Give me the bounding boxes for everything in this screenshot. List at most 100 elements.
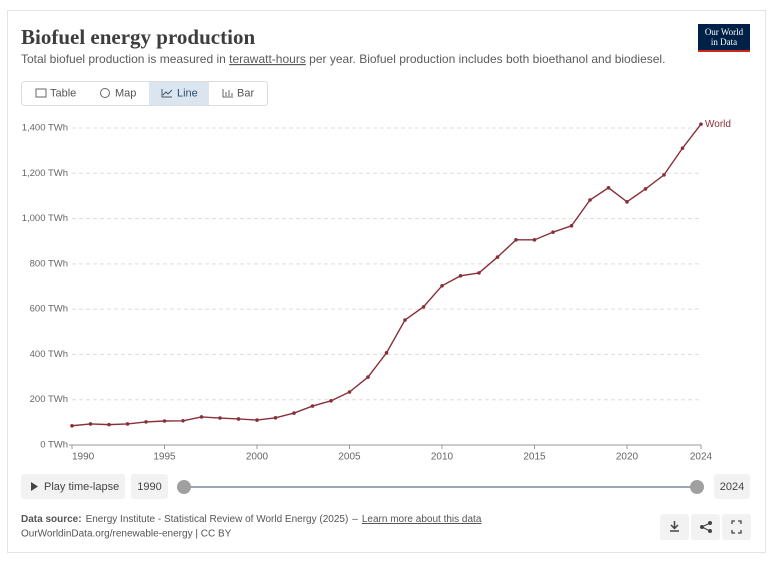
- data-point: [458, 274, 463, 278]
- data-point: [70, 423, 74, 428]
- x-tick-label: 1995: [153, 452, 176, 463]
- data-point: [588, 198, 592, 202]
- play-button[interactable]: Play time-lapse: [21, 474, 125, 499]
- data-point: [347, 390, 352, 394]
- data-point: [662, 173, 666, 177]
- share-dot: [708, 529, 712, 533]
- button-bg: [722, 514, 751, 540]
- source-label: Data source:: [21, 514, 82, 525]
- tabs: Table Map Line Bar: [21, 81, 268, 106]
- data-point: [310, 404, 315, 408]
- logo-box: [698, 24, 750, 52]
- y-tick-label: 200 TWh: [30, 394, 68, 405]
- fullscreen-icon: [731, 520, 742, 534]
- logo[interactable]: Our World in Data: [698, 24, 750, 52]
- share-button[interactable]: [691, 514, 720, 540]
- button-bg: [691, 514, 720, 540]
- source-line: Data source: Energy Institute - Statistic…: [21, 514, 482, 525]
- download-button[interactable]: [660, 514, 689, 540]
- x-tick-label: 2005: [338, 452, 361, 463]
- data-point: [255, 418, 259, 422]
- tab-label: Map: [115, 87, 136, 99]
- data-point: [199, 415, 204, 419]
- subtitle-link[interactable]: terawatt-hours: [229, 52, 306, 66]
- data-point: [440, 284, 444, 288]
- tab[interactable]: Line: [161, 87, 198, 99]
- data-point: [162, 419, 167, 423]
- plot: 0 TWh 200 TWh 400 TWh 600 TWh 800 TWh 1,000 T…: [22, 119, 731, 463]
- data-point: [514, 238, 518, 242]
- x-tick-label: 2015: [523, 452, 546, 463]
- y-tick-label: 1,000 TWh: [22, 213, 68, 224]
- play-label: Play time-lapse: [44, 481, 119, 493]
- data-point: [606, 185, 611, 190]
- map-icon: [100, 88, 110, 98]
- data-point: [292, 411, 296, 415]
- subtitle-text: Total biofuel production is measured in: [21, 52, 229, 66]
- subtitle-text: per year. Biofuel production includes bo…: [306, 52, 666, 66]
- tab[interactable]: Bar: [222, 87, 254, 99]
- share-dot: [700, 525, 704, 529]
- data-point: [625, 200, 629, 204]
- slider-handle[interactable]: [690, 480, 704, 494]
- data-point: [421, 305, 426, 309]
- data-point: [88, 422, 93, 426]
- slider-handle[interactable]: [177, 480, 191, 494]
- series-label: World: [705, 119, 731, 130]
- x-tick-label: 2024: [690, 452, 713, 463]
- download-icon: [670, 521, 679, 532]
- learn-more-link[interactable]: Learn more about this data: [362, 514, 482, 525]
- x-tick-label: 2000: [246, 452, 269, 463]
- data-point: [273, 416, 278, 420]
- end-year-box: [714, 474, 750, 499]
- x-tick-label: 1990: [72, 452, 95, 463]
- data-point: [366, 375, 370, 379]
- start-year-box: [131, 474, 168, 499]
- data-point: [403, 318, 407, 322]
- data-point: [125, 422, 130, 426]
- tab-active-bg: [149, 82, 209, 105]
- table-icon: [35, 88, 47, 98]
- x-tick-label: 2020: [616, 452, 639, 463]
- play-bg: [21, 474, 125, 499]
- logo-text: Our World: [705, 27, 744, 37]
- timeline: Play time-lapse 1990 2024: [21, 474, 750, 499]
- subtitle: Total biofuel production is measured in …: [21, 52, 665, 66]
- tab-label: Bar: [237, 87, 254, 99]
- data-point: [569, 224, 574, 228]
- y-tick-label: 1,200 TWh: [22, 168, 68, 179]
- tab[interactable]: Map: [100, 87, 137, 99]
- y-tick-label: 800 TWh: [30, 258, 68, 269]
- data-point: [218, 416, 222, 420]
- y-tick-label: 0 TWh: [40, 440, 68, 451]
- line-icon: [161, 89, 173, 98]
- tab[interactable]: Table: [35, 87, 76, 99]
- tab-label: Table: [50, 87, 76, 99]
- logo-underline: [698, 50, 750, 52]
- data-point: [107, 422, 111, 427]
- fullscreen-button[interactable]: [722, 514, 751, 540]
- data-point: [144, 420, 148, 424]
- x-tick-label: 2010: [431, 452, 454, 463]
- data-point: [384, 351, 389, 355]
- data-point: [551, 230, 555, 234]
- y-tick-label: 400 TWh: [30, 349, 68, 360]
- separator: –: [352, 514, 358, 525]
- data-point: [680, 146, 685, 150]
- data-point: [495, 255, 500, 259]
- data-point: [699, 122, 703, 126]
- tab-label: Line: [177, 87, 198, 99]
- bar-icon: [222, 89, 233, 98]
- start-year: 1990: [137, 481, 161, 493]
- data-point: [477, 271, 481, 275]
- data-point: [643, 187, 648, 191]
- data-point: [236, 417, 241, 421]
- chart-title: Biofuel energy production: [21, 25, 255, 49]
- y-tick-label: 1,400 TWh: [22, 123, 68, 134]
- data-point: [181, 418, 185, 423]
- play-icon: [31, 482, 38, 491]
- logo-text: in Data: [711, 37, 737, 47]
- data-point: [532, 238, 537, 242]
- source: Energy Institute - Statistical Review of…: [86, 514, 349, 525]
